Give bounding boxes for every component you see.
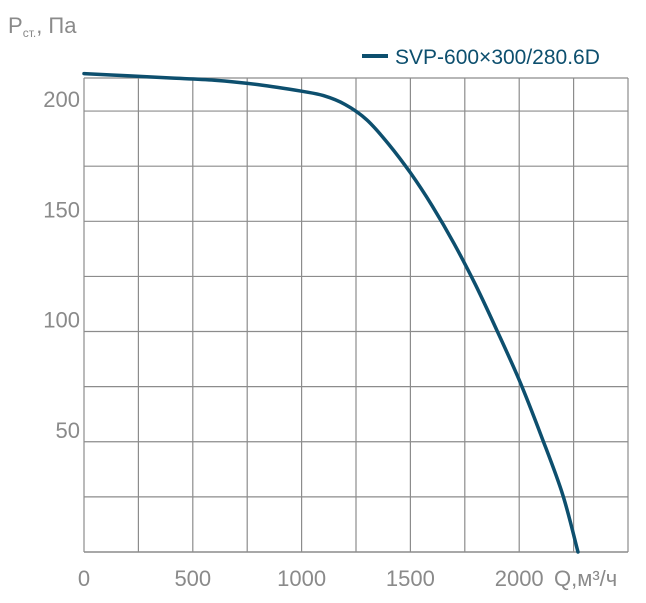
grid xyxy=(83,77,629,553)
x-axis-label: Q,м³/ч xyxy=(554,566,617,591)
x-tick-label: 1500 xyxy=(386,566,435,591)
y-tick-label: 100 xyxy=(43,308,80,333)
x-tick-label: 1000 xyxy=(277,566,326,591)
y-axis-label-unit: , Па xyxy=(36,13,77,38)
series-line xyxy=(82,71,580,554)
x-tick-label: 2000 xyxy=(495,566,544,591)
x-tick-label: 0 xyxy=(78,566,90,591)
y-axis-label-sub: ст. xyxy=(23,26,37,40)
y-axis-label: Pст., Па xyxy=(8,13,77,40)
y-tick-label: 50 xyxy=(56,418,80,443)
y-axis-label-main: P xyxy=(8,13,23,38)
y-tick-label: 200 xyxy=(43,87,80,112)
series-layer xyxy=(82,71,580,554)
legend: SVP-600×300/280.6D xyxy=(362,46,600,69)
x-tick-label: 500 xyxy=(174,566,211,591)
legend-label: SVP-600×300/280.6D xyxy=(395,46,600,69)
tick-labels: 0 500 1000 1500 2000 50 100 150 200 xyxy=(43,87,543,591)
y-tick-label: 150 xyxy=(43,197,80,222)
